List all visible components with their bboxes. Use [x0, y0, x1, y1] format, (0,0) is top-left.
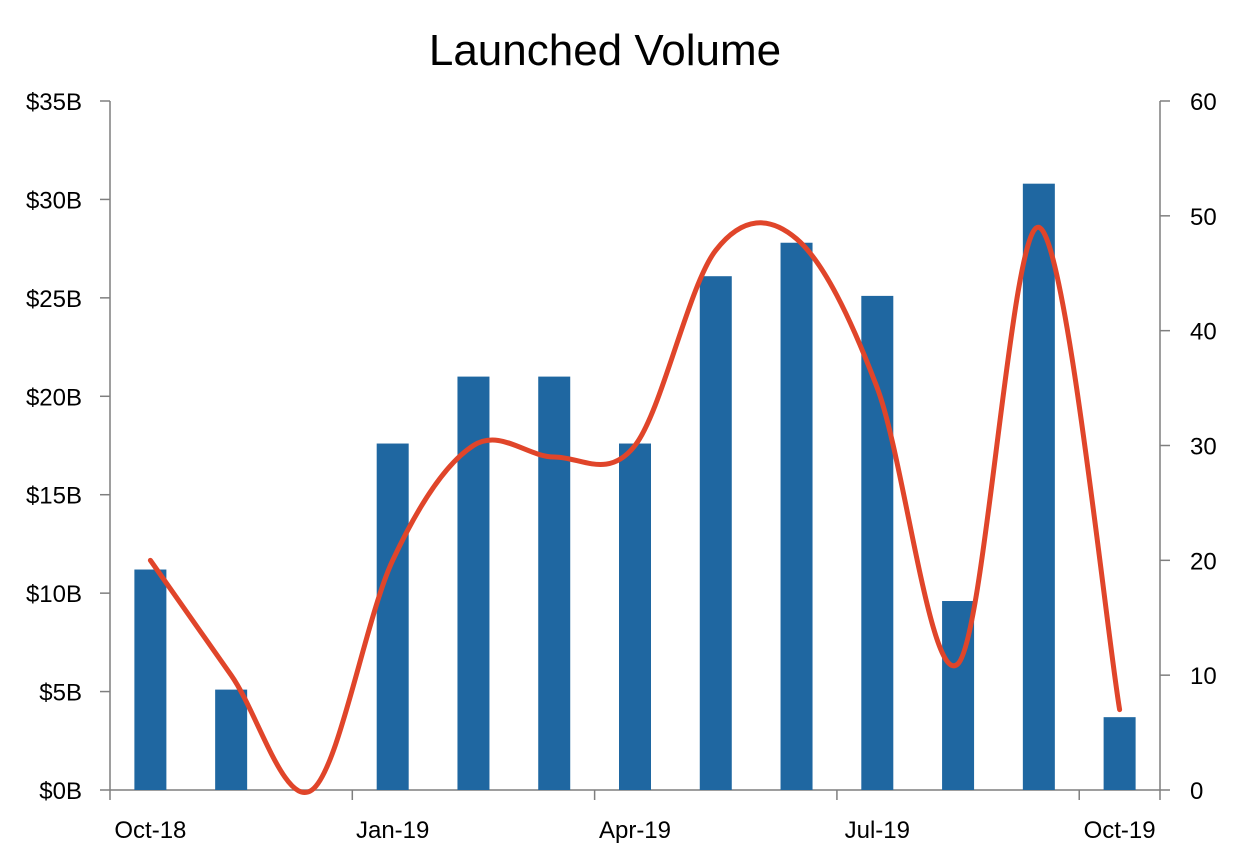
chart-title: Launched Volume [429, 26, 781, 75]
bar [1022, 183, 1055, 790]
x-tick-label: Oct-19 [1084, 817, 1156, 844]
y-right-tick-label: 40 [1190, 319, 1217, 346]
y-right-tick-label: 20 [1190, 548, 1217, 575]
plot-area: $0B $5B $10B $15B $20B $25B $30B $35B 0 10 20 30 40 5… [26, 89, 1217, 844]
y-right-tick-label: 0 [1190, 778, 1203, 805]
series-line [147, 220, 1123, 795]
bar [134, 569, 167, 790]
y-left-tick-label: $35B [26, 89, 82, 116]
y-left-tick-label: $30B [26, 187, 82, 214]
y-right-tick-label: 10 [1190, 663, 1217, 690]
y-right-tick-label: 60 [1190, 89, 1217, 116]
y-left-tick-label: $15B [26, 483, 82, 510]
x-tick-label: Oct-18 [114, 817, 186, 844]
y-right-tick-label: 50 [1190, 204, 1217, 231]
bar [376, 443, 409, 790]
y-left-tick-label: $0B [39, 778, 82, 805]
y-right-tick-label: 30 [1190, 434, 1217, 461]
bar [215, 689, 248, 790]
y-left-tick-label: $5B [39, 680, 82, 707]
y-left-tick-label: $10B [26, 581, 82, 608]
bar [780, 242, 813, 791]
x-tick-label: Jan-19 [356, 817, 429, 844]
bar [1103, 717, 1136, 790]
bar [861, 295, 894, 790]
y-left-tick-label: $20B [26, 384, 82, 411]
bar [619, 443, 651, 790]
x-tick-label: Jul-19 [845, 817, 910, 844]
y-left-tick-label: $25B [26, 286, 82, 313]
bar [699, 276, 732, 790]
x-tick-label: Apr-19 [599, 817, 671, 844]
bar [538, 376, 571, 790]
